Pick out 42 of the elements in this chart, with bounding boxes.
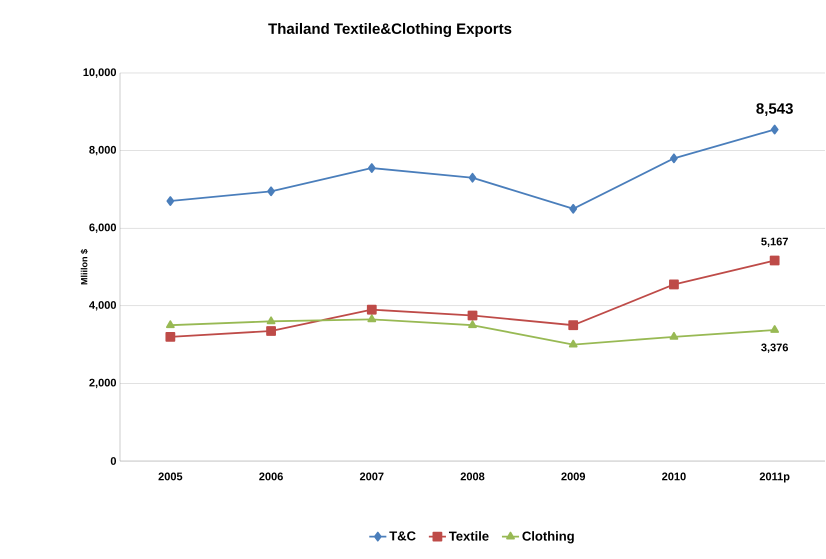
y-tick-label: 4,000 bbox=[89, 301, 116, 310]
point bbox=[568, 320, 578, 330]
y-tick-label: 2,000 bbox=[89, 378, 116, 388]
point bbox=[468, 320, 477, 328]
point bbox=[468, 172, 476, 183]
point bbox=[166, 196, 174, 206]
y-tick-label: 8,000 bbox=[89, 146, 116, 156]
point bbox=[669, 280, 679, 290]
data-label: 8,543 bbox=[756, 103, 793, 116]
point bbox=[468, 310, 478, 320]
legend-label: Textile bbox=[448, 531, 489, 541]
y-axis-title: Mliilon $ bbox=[80, 249, 88, 284]
point bbox=[166, 320, 175, 328]
point bbox=[568, 340, 578, 348]
x-tick-label: 2006 bbox=[259, 472, 283, 480]
legend-label: Clothing bbox=[522, 531, 574, 544]
point bbox=[569, 204, 578, 214]
point bbox=[770, 124, 779, 134]
point bbox=[770, 256, 780, 266]
point bbox=[366, 304, 377, 315]
x-tick-label: 2007 bbox=[360, 472, 384, 480]
x-tick-label: 2010 bbox=[662, 472, 686, 480]
point bbox=[670, 332, 678, 340]
y-tick-label: 10,000 bbox=[84, 68, 116, 78]
point bbox=[267, 186, 275, 196]
point bbox=[367, 314, 376, 322]
point bbox=[670, 153, 678, 164]
point bbox=[770, 325, 780, 333]
y-tick-label: 6,000 bbox=[89, 224, 116, 233]
x-tick-label: 2008 bbox=[460, 472, 484, 480]
y-tick-label: 0 bbox=[110, 457, 116, 465]
point bbox=[266, 316, 276, 324]
chart-title: Thailand Textile&Clothing Exports bbox=[268, 22, 512, 38]
point bbox=[368, 163, 376, 173]
data-label: 3,376 bbox=[761, 344, 788, 353]
point bbox=[165, 332, 176, 342]
x-tick-label: 2011p bbox=[760, 472, 790, 482]
x-tick-label: 2005 bbox=[158, 472, 182, 480]
x-tick-label: 2009 bbox=[561, 472, 586, 480]
legend-label: T&C bbox=[389, 531, 416, 541]
data-label: 5,167 bbox=[761, 238, 788, 247]
point bbox=[266, 326, 276, 336]
